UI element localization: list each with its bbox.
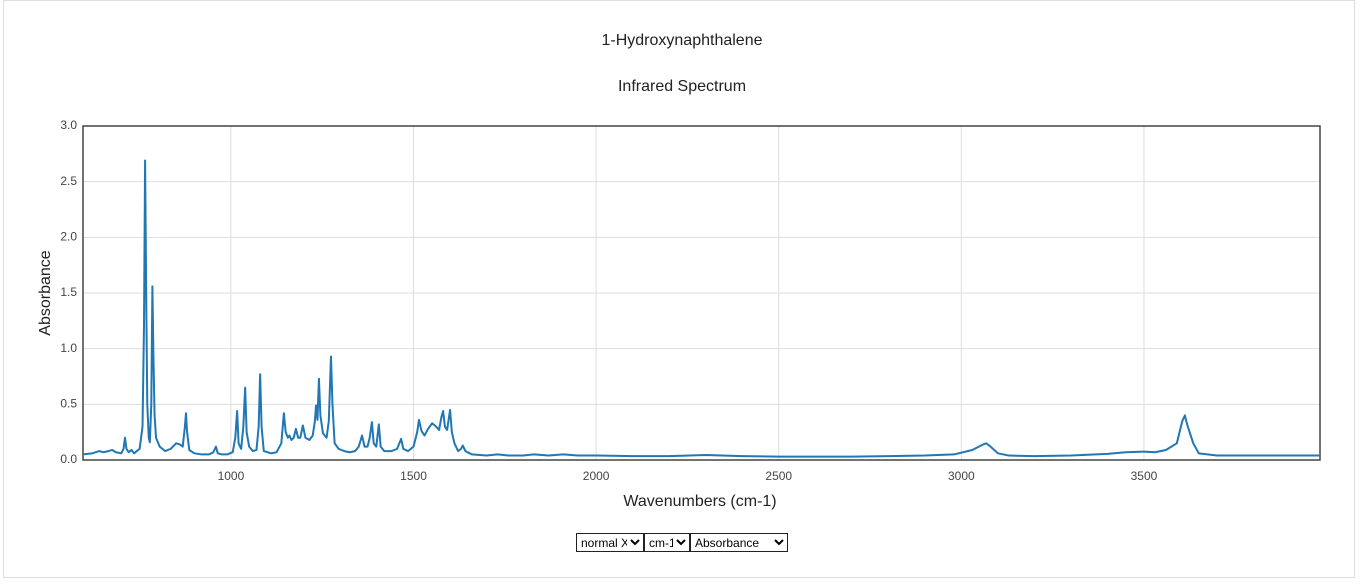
x-tick-label: 2500 [765,469,792,483]
panel [3,0,1355,578]
plot-frame [82,125,1321,461]
unit-select[interactable]: cm-1 [644,533,690,552]
x-mode-select[interactable]: normal X [576,533,644,552]
x-tick-label: 3500 [1131,469,1158,483]
chart-subtitle: Infrared Spectrum [618,78,746,95]
y-tick-label: 2.5 [60,174,77,188]
y-tick-label: 2.0 [60,230,77,244]
x-tick-label: 3000 [948,469,975,483]
chart-title: 1-Hydroxynaphthalene [602,32,763,49]
y-tick-label: 3.0 [60,118,77,132]
x-tick-label: 2000 [583,469,610,483]
y-tick-label: 1.5 [60,285,77,299]
x-axis-label: Wavenumbers (cm-1) [623,493,776,510]
y-tick-label: 0.5 [60,397,77,411]
spectrum-line [82,159,1320,458]
y-tick-label: 1.0 [60,341,77,355]
y-mode-select[interactable]: Absorbance [690,533,788,552]
y-axis-label: Absorbance [37,250,54,335]
y-tick-label: 0.0 [60,452,77,466]
x-tick-label: 1500 [400,469,427,483]
x-tick-label: 1000 [218,469,245,483]
